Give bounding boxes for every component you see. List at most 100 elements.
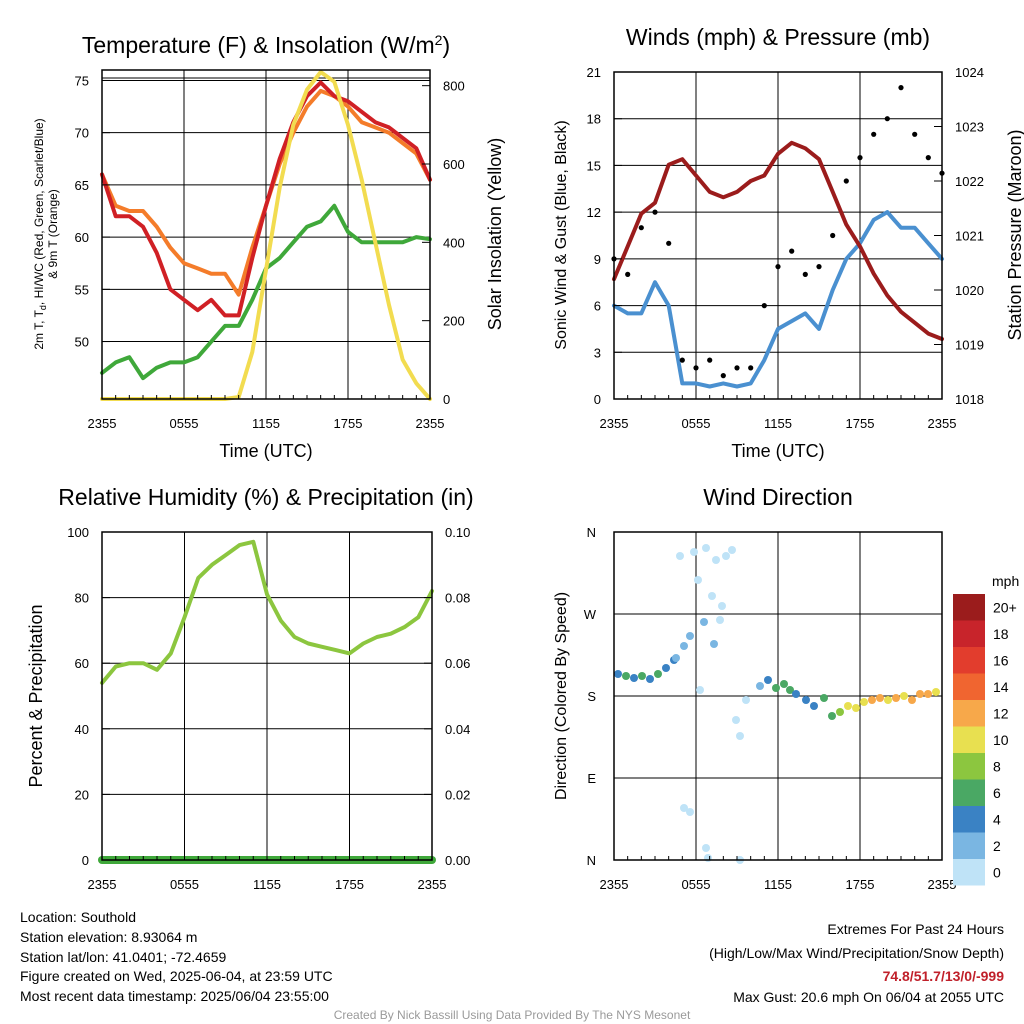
gust-point [802, 271, 808, 277]
series-line-0 [100, 539, 434, 685]
x-tick-label: 0555 [170, 877, 199, 892]
x-tick-label: 2355 [88, 416, 117, 431]
legend-swatch [953, 594, 985, 621]
gust-point [775, 264, 781, 270]
legend-label: 0 [993, 864, 1001, 880]
gust-point [625, 271, 631, 277]
x-tick-label: 2355 [88, 877, 117, 892]
direction-point [786, 686, 794, 694]
x-tick-label: 2355 [600, 416, 629, 431]
direction-point [676, 552, 684, 560]
x-tick-label: 0555 [682, 877, 711, 892]
legend-swatch [953, 832, 985, 859]
y-tick-label: 21 [587, 65, 601, 80]
humidity-ylabel: Percent & Precipitation [26, 604, 46, 787]
y-tick-label: N [587, 525, 596, 540]
gust-point [679, 357, 685, 363]
y-tick-label: 80 [75, 591, 89, 606]
x-tick-label: 2355 [418, 877, 447, 892]
direction-point [708, 592, 716, 600]
gust-point [652, 209, 658, 215]
direction-point [622, 672, 630, 680]
y2-tick-label: 800 [443, 79, 465, 94]
gust-point [816, 264, 822, 270]
y-tick-label: 60 [75, 656, 89, 671]
x-tick-label: 2355 [928, 416, 957, 431]
direction-point [662, 664, 670, 672]
y2-tick-label: 0 [443, 392, 450, 407]
temperature-y-ticks: 50 55 60 65 70 75 [75, 73, 110, 350]
direction-point [710, 640, 718, 648]
gust-point [871, 131, 877, 137]
direction-point [702, 544, 710, 552]
wind-direction-title: Wind Direction [703, 484, 853, 510]
direction-point [792, 690, 800, 698]
y-tick-label: 0 [82, 853, 89, 868]
speed-legend: 20+ 18 16 14 12 10 8 6 4 2 0 [953, 594, 1017, 886]
x-tick-label: 1155 [764, 416, 792, 431]
direction-point [836, 708, 844, 716]
direction-point [900, 692, 908, 700]
winds-x-ticks: 2355 0555 1155 1755 2355 [600, 391, 957, 431]
x-tick-label: 1755 [334, 416, 363, 431]
temperature-y2-ticks: 0 200 400 600 800 [422, 79, 465, 407]
winds-xlabel: Time (UTC) [731, 441, 824, 461]
gust-point [789, 248, 795, 254]
temperature-title: Temperature (F) & Insolation (W/m2) [82, 32, 450, 58]
y2-tick-label: 200 [443, 314, 465, 329]
wind-direction-grid [614, 532, 942, 860]
y2-tick-label: 600 [443, 157, 465, 172]
legend-label: 12 [993, 705, 1009, 721]
legend-label: 10 [993, 732, 1009, 748]
winds-y2-ticks: 1018 1019 1020 1021 1022 1023 1024 [934, 65, 984, 407]
y2-tick-label: 400 [443, 235, 465, 250]
x-tick-label: 2355 [416, 416, 445, 431]
wind-direction-points [614, 544, 940, 864]
y2-tick-label: 1021 [955, 229, 984, 244]
direction-point [772, 684, 780, 692]
y-tick-label: 75 [75, 73, 89, 88]
direction-point [860, 698, 868, 706]
speed-legend-title: mph [992, 573, 1019, 589]
direction-point [686, 808, 694, 816]
x-tick-label: 1755 [846, 416, 875, 431]
direction-point [742, 696, 750, 704]
gust-point [638, 225, 644, 231]
wind-direction-ylabel: Direction (Colored By Speed) [553, 592, 570, 800]
legend-swatch [953, 647, 985, 674]
direction-point [694, 576, 702, 584]
direction-point [844, 702, 852, 710]
gust-point [693, 365, 699, 371]
wind-direction-y-ticks: N E S W N [584, 525, 622, 868]
direction-point [736, 732, 744, 740]
legend-label: 4 [993, 811, 1001, 827]
footer-recent: Most recent data timestamp: 2025/06/04 2… [20, 988, 329, 1004]
direction-point [884, 696, 892, 704]
y-tick-label: N [587, 853, 596, 868]
direction-point [696, 686, 704, 694]
y-tick-label: E [587, 771, 596, 786]
humidity-y-ticks: 0 20 40 60 80 100 [67, 525, 110, 868]
legend-swatch [953, 859, 985, 886]
y-tick-label: 20 [75, 787, 89, 802]
y-tick-label: 50 [75, 335, 89, 350]
y2-tick-label: 0.08 [445, 591, 470, 606]
direction-point [704, 854, 712, 862]
y-tick-label: 6 [594, 299, 601, 314]
extremes-subtitle: (High/Low/Max Wind/Precipitation/Snow De… [709, 945, 1004, 961]
x-tick-label: 1155 [252, 416, 280, 431]
y-tick-label: 55 [75, 282, 89, 297]
humidity-y2-ticks: 0.00 0.02 0.04 0.06 0.08 0.10 [424, 525, 470, 868]
direction-point [764, 676, 772, 684]
direction-point [630, 674, 638, 682]
y-tick-label: 3 [594, 345, 601, 360]
humidity-grid [102, 532, 432, 860]
legend-swatch [953, 726, 985, 753]
winds-panel: Winds (mph) & Pressure (mb) 0 3 6 9 12 15 18 21… [553, 24, 1024, 461]
direction-point [680, 642, 688, 650]
legend-label: 18 [993, 626, 1009, 642]
gust-point [720, 373, 726, 379]
legend-label: 20+ [993, 599, 1017, 615]
